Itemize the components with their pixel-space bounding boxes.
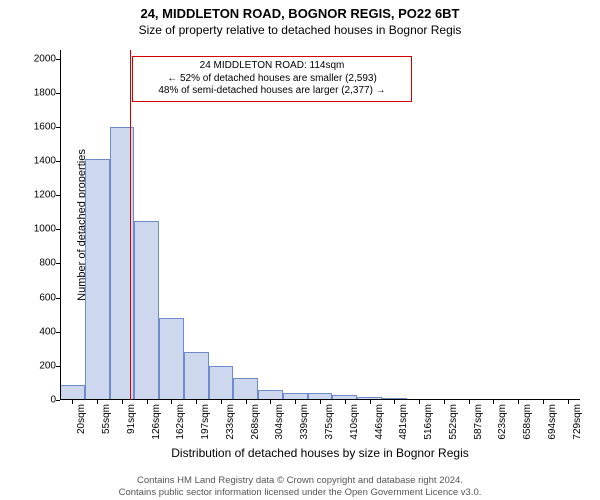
x-tick-label: 339sqm bbox=[299, 404, 310, 440]
y-tick-label: 800 bbox=[39, 258, 56, 269]
x-tick-mark bbox=[568, 400, 569, 404]
x-tick-label: 197sqm bbox=[200, 404, 211, 440]
annotation-line: 24 MIDDLETON ROAD: 114sqm bbox=[139, 60, 405, 73]
x-tick-label: 233sqm bbox=[225, 404, 236, 440]
x-tick-mark bbox=[221, 400, 222, 404]
x-tick-label: 268sqm bbox=[250, 404, 261, 440]
y-axis-line bbox=[60, 50, 61, 400]
y-tick-label: 200 bbox=[39, 360, 56, 371]
x-tick-mark bbox=[295, 400, 296, 404]
x-tick-mark bbox=[444, 400, 445, 404]
y-tick-label: 1200 bbox=[34, 190, 56, 201]
x-tick-label: 729sqm bbox=[572, 404, 583, 440]
x-tick-label: 410sqm bbox=[349, 404, 360, 440]
x-axis-label: Distribution of detached houses by size … bbox=[60, 446, 580, 460]
chart-subtitle: Size of property relative to detached ho… bbox=[0, 21, 600, 37]
x-tick-label: 516sqm bbox=[423, 404, 434, 440]
x-tick-mark bbox=[370, 400, 371, 404]
y-tick-label: 1000 bbox=[34, 224, 56, 235]
x-tick-label: 162sqm bbox=[175, 404, 186, 440]
bar bbox=[134, 221, 159, 400]
x-tick-mark bbox=[122, 400, 123, 404]
x-tick-mark bbox=[171, 400, 172, 404]
bar bbox=[184, 352, 209, 400]
footer-line-2: Contains public sector information licen… bbox=[0, 487, 600, 498]
x-tick-mark bbox=[320, 400, 321, 404]
marker-line bbox=[130, 50, 131, 400]
y-tick-label: 1400 bbox=[34, 155, 56, 166]
y-tick-mark bbox=[56, 400, 60, 401]
x-tick-mark bbox=[97, 400, 98, 404]
y-tick-label: 1800 bbox=[34, 87, 56, 98]
bar bbox=[233, 378, 258, 400]
x-tick-label: 91sqm bbox=[126, 404, 137, 434]
x-tick-label: 658sqm bbox=[522, 404, 533, 440]
x-tick-label: 552sqm bbox=[448, 404, 459, 440]
annotation-line: 48% of semi-detached houses are larger (… bbox=[139, 85, 405, 98]
y-tick-label: 2000 bbox=[34, 53, 56, 64]
x-tick-mark bbox=[493, 400, 494, 404]
x-tick-mark bbox=[419, 400, 420, 404]
annotation-box: 24 MIDDLETON ROAD: 114sqm← 52% of detach… bbox=[132, 56, 412, 102]
x-tick-label: 375sqm bbox=[324, 404, 335, 440]
chart-container: 24, MIDDLETON ROAD, BOGNOR REGIS, PO22 6… bbox=[0, 0, 600, 500]
chart-title: 24, MIDDLETON ROAD, BOGNOR REGIS, PO22 6… bbox=[0, 0, 600, 21]
bar bbox=[159, 318, 184, 400]
x-tick-mark bbox=[518, 400, 519, 404]
bar bbox=[60, 385, 85, 400]
annotation-line: ← 52% of detached houses are smaller (2,… bbox=[139, 73, 405, 86]
bar bbox=[209, 366, 234, 400]
x-tick-label: 304sqm bbox=[274, 404, 285, 440]
x-tick-label: 20sqm bbox=[76, 404, 87, 434]
x-tick-mark bbox=[196, 400, 197, 404]
x-tick-label: 481sqm bbox=[398, 404, 409, 440]
x-tick-mark bbox=[270, 400, 271, 404]
x-tick-mark bbox=[246, 400, 247, 404]
x-axis-line bbox=[60, 399, 580, 400]
bar bbox=[85, 159, 110, 400]
x-tick-mark bbox=[147, 400, 148, 404]
y-tick-label: 1600 bbox=[34, 121, 56, 132]
footer-attribution: Contains HM Land Registry data © Crown c… bbox=[0, 475, 600, 498]
y-tick-label: 600 bbox=[39, 292, 56, 303]
x-tick-mark bbox=[543, 400, 544, 404]
x-tick-mark bbox=[345, 400, 346, 404]
x-tick-label: 55sqm bbox=[101, 404, 112, 434]
plot-area: Number of detached properties 0200400600… bbox=[60, 50, 580, 400]
y-tick-label: 400 bbox=[39, 326, 56, 337]
x-tick-label: 694sqm bbox=[547, 404, 558, 440]
x-tick-label: 623sqm bbox=[497, 404, 508, 440]
x-tick-mark bbox=[72, 400, 73, 404]
y-tick-label: 0 bbox=[50, 395, 56, 406]
plot-canvas: 020040060080010001200140016001800200020s… bbox=[60, 50, 580, 400]
x-tick-label: 587sqm bbox=[473, 404, 484, 440]
x-tick-mark bbox=[394, 400, 395, 404]
x-tick-label: 126sqm bbox=[151, 404, 162, 440]
x-tick-mark bbox=[469, 400, 470, 404]
footer-line-1: Contains HM Land Registry data © Crown c… bbox=[0, 475, 600, 486]
x-tick-label: 446sqm bbox=[374, 404, 385, 440]
